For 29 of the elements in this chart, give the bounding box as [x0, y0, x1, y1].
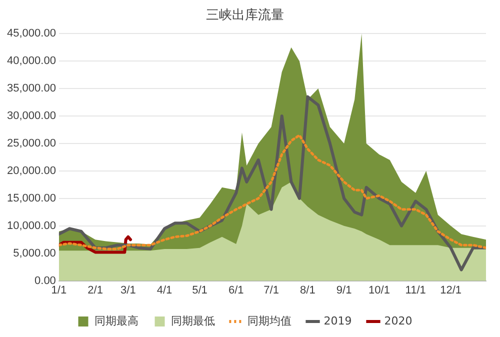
- x-tick-label: 5/1: [192, 284, 208, 296]
- legend-label: 同期最低: [170, 314, 215, 328]
- x-tick-label: 4/1: [156, 284, 172, 296]
- x-tick-label: 10/1: [368, 284, 390, 296]
- x-tick-label: 7/1: [264, 284, 279, 296]
- legend-label: 2019: [324, 314, 352, 328]
- legend-label: 同期均值: [247, 314, 292, 328]
- x-tick-label: 1/1: [51, 284, 67, 296]
- y-tick-label: 20,000.00: [7, 164, 56, 177]
- y-tick-label: 30,000.00: [7, 110, 56, 122]
- y-tick-label: 25,000.00: [7, 138, 56, 150]
- y-tick-label: 40,000.00: [7, 55, 56, 68]
- x-tick-label: 12/1: [440, 284, 462, 296]
- x-tick-label: 2/1: [88, 284, 103, 296]
- x-tick-label: 11/1: [405, 284, 426, 296]
- chart-title: 三峡出库流量: [206, 7, 284, 24]
- line-series: [58, 134, 486, 250]
- legend-label: 同期最高: [94, 314, 138, 328]
- x-tick-label: 8/1: [300, 284, 316, 296]
- y-tick-label: 0.00: [34, 274, 56, 287]
- y-tick-label: 45,000.00: [7, 28, 56, 40]
- x-tick-label: 9/1: [336, 284, 352, 296]
- y-tick-label: 15,000.00: [7, 192, 56, 204]
- y-tick-label: 35,000.00: [7, 82, 56, 95]
- y-tick-label: 5,000.00: [13, 247, 56, 260]
- x-tick-label: 6/1: [228, 284, 244, 296]
- y-tick-label: 10,000.00: [7, 220, 56, 232]
- legend-label: 2020: [384, 314, 412, 328]
- x-tick-label: 3/1: [120, 284, 136, 296]
